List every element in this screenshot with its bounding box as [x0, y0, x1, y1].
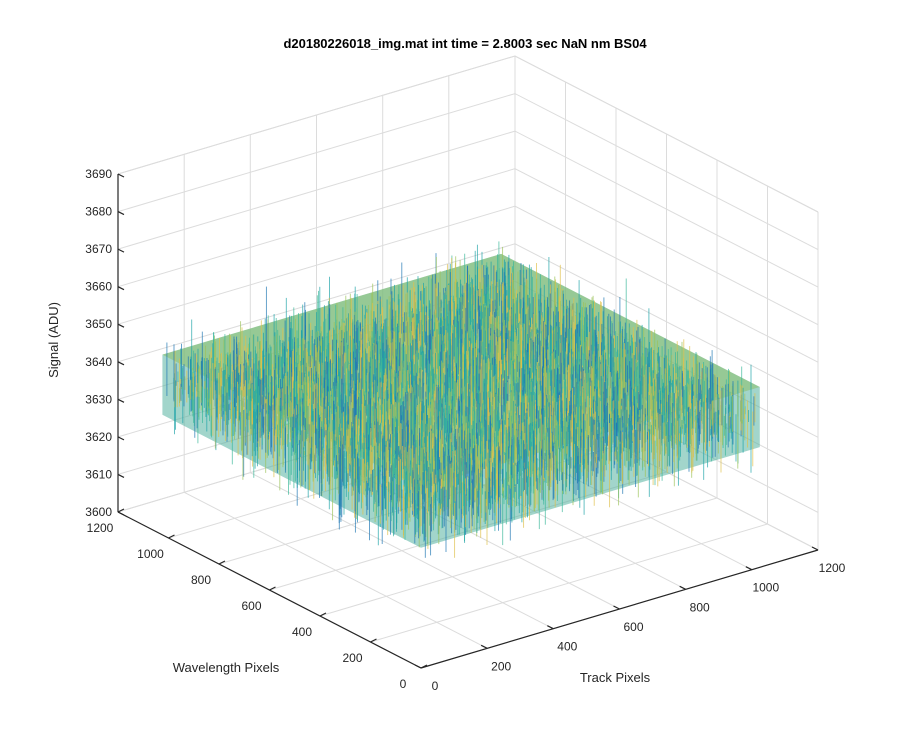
gridline-z: [117, 55, 819, 213]
gridline-z: [117, 243, 819, 401]
gridline-z: [117, 205, 819, 363]
gridline-z: [117, 93, 819, 251]
gridline-z: [117, 130, 819, 288]
gridline-z: [117, 168, 819, 326]
box-top-edge: [117, 55, 819, 213]
surface-layer: [162, 241, 760, 558]
chart-title: d20180226018_img.mat int time = 2.8003 s…: [283, 36, 647, 51]
